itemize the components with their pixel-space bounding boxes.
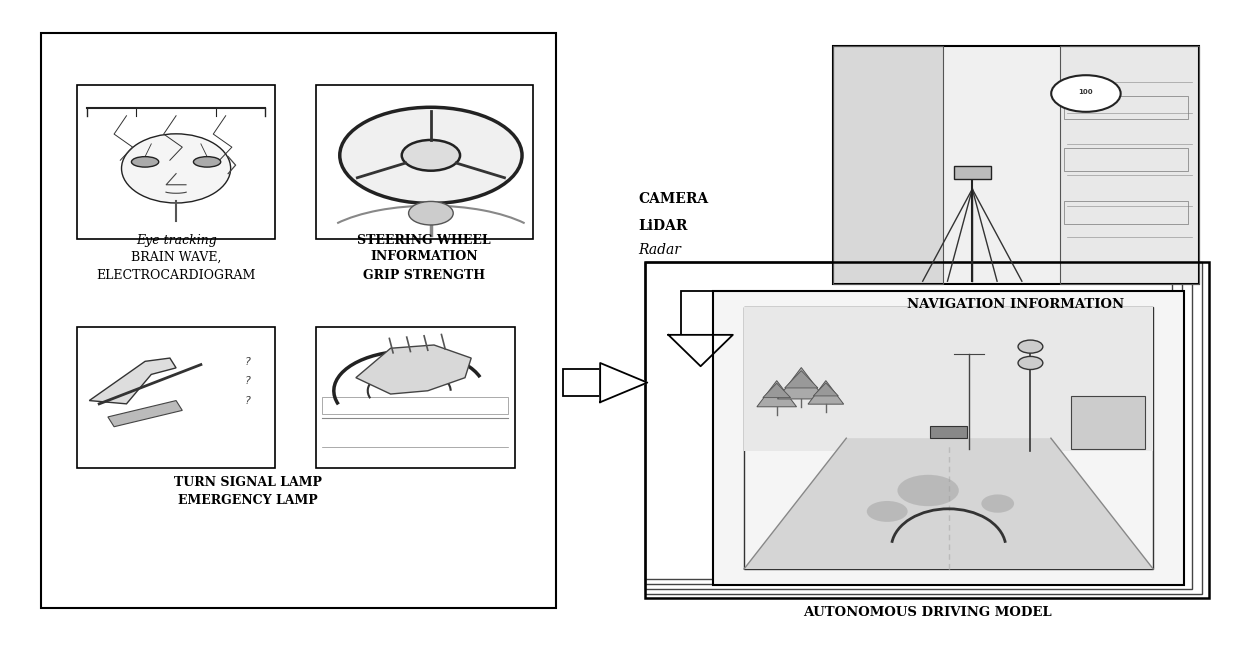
Polygon shape — [756, 381, 796, 407]
Text: CAMERA: CAMERA — [639, 192, 709, 207]
Circle shape — [1018, 340, 1043, 353]
Text: STEERING WHEEL: STEERING WHEEL — [357, 234, 491, 247]
Bar — [1071, 396, 1145, 449]
Ellipse shape — [867, 501, 908, 522]
Bar — [996, 298, 1035, 341]
Text: EMERGENCY LAMP: EMERGENCY LAMP — [179, 494, 317, 508]
Text: 100: 100 — [1079, 89, 1094, 95]
Ellipse shape — [898, 475, 959, 506]
Ellipse shape — [981, 494, 1014, 513]
Ellipse shape — [131, 156, 159, 167]
Bar — [930, 426, 967, 438]
Polygon shape — [785, 371, 818, 388]
Circle shape — [1052, 75, 1121, 112]
Polygon shape — [763, 383, 791, 398]
Text: ELECTROCARDIOGRAM: ELECTROCARDIOGRAM — [97, 269, 255, 282]
Text: GRIP STRENGTH: GRIP STRENGTH — [363, 269, 485, 282]
Text: BRAIN WAVE,: BRAIN WAVE, — [131, 250, 221, 264]
Bar — [1060, 46, 1199, 284]
Bar — [77, 85, 275, 239]
Bar — [713, 291, 1184, 585]
Circle shape — [408, 201, 454, 225]
Bar — [744, 307, 1153, 451]
Bar — [77, 327, 275, 468]
Text: LiDAR: LiDAR — [639, 218, 688, 233]
Polygon shape — [108, 400, 182, 427]
Bar — [1060, 46, 1199, 284]
Bar — [316, 327, 515, 468]
Bar — [316, 85, 533, 239]
Text: Eye tracking: Eye tracking — [135, 234, 217, 247]
Bar — [833, 46, 1199, 284]
Ellipse shape — [122, 134, 231, 203]
Text: ?: ? — [244, 356, 250, 367]
Text: ?: ? — [244, 396, 250, 406]
Polygon shape — [356, 345, 471, 394]
Bar — [645, 262, 1182, 584]
Circle shape — [340, 107, 522, 203]
Polygon shape — [983, 341, 1048, 373]
Bar — [1064, 201, 1188, 224]
Bar — [563, 369, 600, 396]
Bar — [833, 46, 1199, 284]
Bar — [645, 262, 1209, 598]
Polygon shape — [777, 368, 825, 399]
Bar — [645, 262, 1192, 589]
Bar — [954, 166, 991, 179]
Bar — [41, 33, 556, 608]
Bar — [322, 398, 508, 414]
Bar — [316, 85, 533, 239]
Bar — [833, 46, 944, 284]
Text: INFORMATION: INFORMATION — [371, 250, 477, 264]
Text: Radar: Radar — [639, 243, 682, 258]
Bar — [645, 262, 1202, 594]
Circle shape — [402, 140, 460, 171]
Bar — [833, 46, 944, 284]
Text: TURN SIGNAL LAMP: TURN SIGNAL LAMP — [174, 476, 322, 489]
Polygon shape — [89, 358, 176, 404]
Bar — [645, 262, 1172, 579]
Polygon shape — [744, 438, 1153, 569]
Bar — [681, 291, 720, 335]
Bar — [77, 327, 275, 468]
Text: ?: ? — [244, 376, 250, 387]
Bar — [744, 307, 1153, 569]
Bar — [713, 291, 1184, 585]
Bar — [1064, 148, 1188, 171]
Text: NAVIGATION INFORMATION: NAVIGATION INFORMATION — [906, 298, 1125, 311]
Text: AUTONOMOUS DRIVING MODEL: AUTONOMOUS DRIVING MODEL — [804, 606, 1052, 619]
Circle shape — [1018, 356, 1043, 370]
Polygon shape — [600, 363, 647, 402]
Bar — [316, 327, 515, 468]
Polygon shape — [813, 383, 838, 396]
Polygon shape — [808, 381, 843, 404]
Bar — [1064, 95, 1188, 118]
Ellipse shape — [193, 156, 221, 167]
Bar — [77, 85, 275, 239]
Polygon shape — [668, 335, 733, 366]
